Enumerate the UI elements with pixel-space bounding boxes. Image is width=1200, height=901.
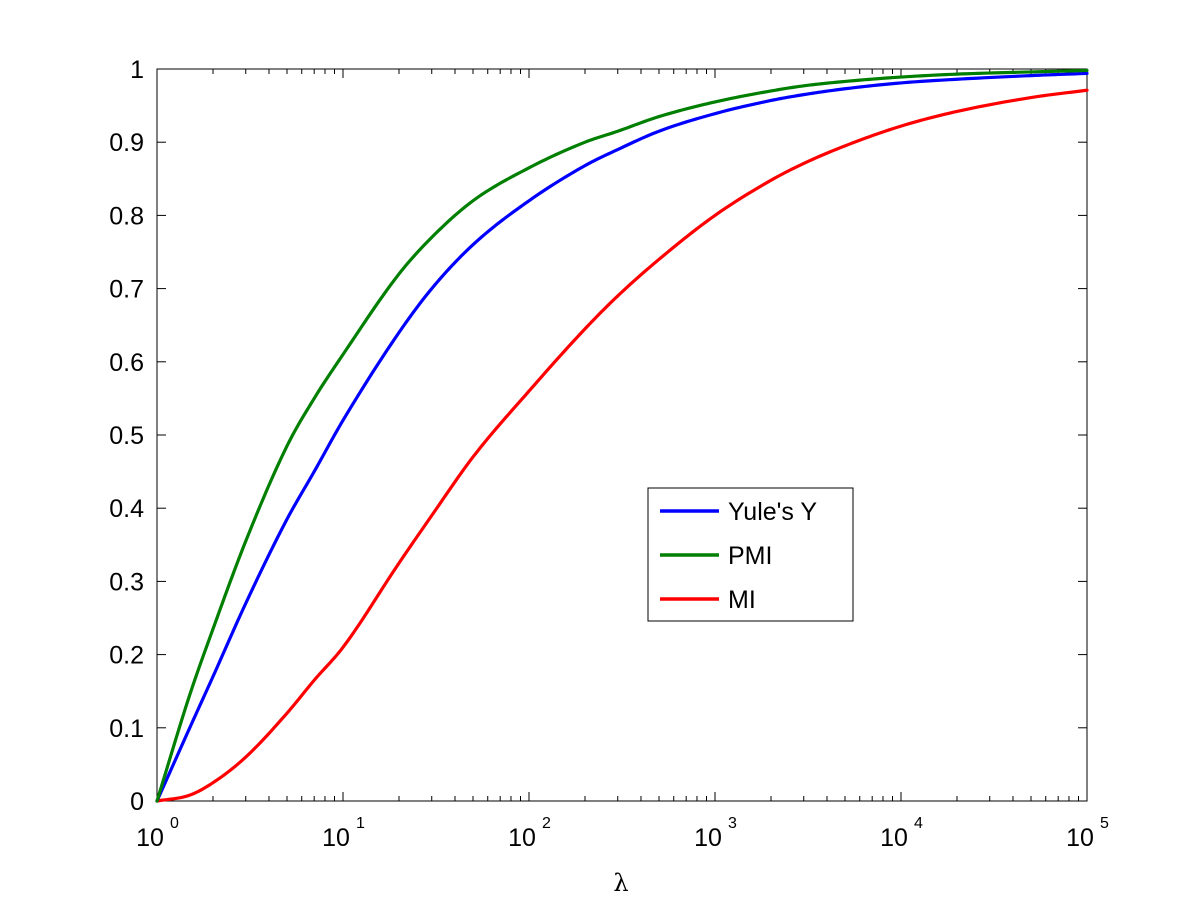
- x-tick-label: 10: [508, 824, 536, 852]
- x-tick-exponent: 2: [542, 815, 551, 832]
- legend-label-mi: MI: [728, 586, 756, 614]
- plot-frame: [156, 68, 1088, 802]
- x-tick-exponent: 3: [728, 815, 737, 832]
- y-tick-label: 0.8: [109, 202, 144, 230]
- y-tick-label: 1: [130, 56, 144, 84]
- y-tick-label: 0: [130, 788, 144, 816]
- x-tick-label: 10: [322, 824, 350, 852]
- y-tick-label: 0.3: [109, 568, 144, 596]
- x-tick-exponent: 0: [170, 815, 179, 832]
- y-tick-label: 0.4: [109, 495, 144, 523]
- y-tick-label: 0.5: [109, 422, 144, 450]
- x-axis-label: λ: [613, 869, 628, 897]
- legend: Yule's Y PMI MI: [647, 487, 854, 622]
- x-tick-exponent: 5: [1100, 815, 1109, 832]
- x-tick-exponent: 1: [356, 815, 365, 832]
- y-tick-label: 0.9: [109, 129, 144, 157]
- plot-area: [156, 68, 1088, 802]
- series-line-pmi: [155, 68, 1089, 803]
- legend-label-yule-s-y: Yule's Y: [728, 498, 817, 526]
- x-axis: 10 0 10 1 10 2 10 3 10 4 10 5: [136, 69, 1109, 852]
- x-tick-label: 10: [694, 824, 722, 852]
- y-tick-label: 0.7: [109, 276, 144, 304]
- series-lines: [155, 68, 1089, 803]
- series-line-mi: [155, 88, 1089, 803]
- legend-label-pmi: PMI: [728, 542, 772, 570]
- x-tick-label: 10: [880, 824, 908, 852]
- x-tick-label: 10: [136, 824, 164, 852]
- series-line-yule-s-y: [155, 71, 1089, 803]
- y-tick-label: 0.6: [109, 349, 144, 377]
- y-tick-label: 0.1: [109, 715, 144, 743]
- x-tick-label: 10: [1066, 824, 1094, 852]
- x-tick-exponent: 4: [914, 815, 923, 832]
- y-tick-label: 0.2: [109, 642, 144, 670]
- y-axis: 0 0.1 0.2 0.3 0.4 0.5 0.6 0.7 0.8 0.9 1: [109, 56, 1087, 816]
